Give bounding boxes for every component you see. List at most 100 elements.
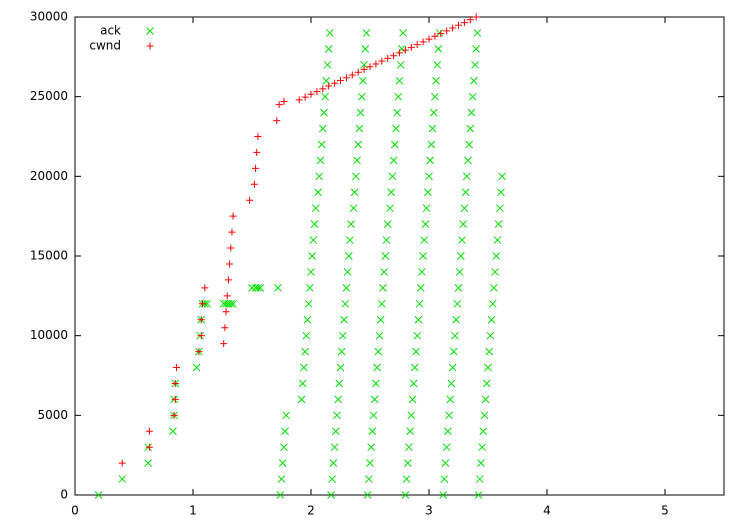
data-point (354, 140, 363, 149)
data-point (472, 45, 481, 53)
data-point (144, 459, 153, 467)
data-point (415, 299, 424, 308)
data-point (392, 124, 400, 133)
data-point (425, 172, 433, 181)
data-point (395, 76, 404, 85)
data-point (368, 427, 377, 436)
x-tick-label: 1 (189, 504, 197, 518)
x-tick-label: 2 (307, 504, 315, 518)
data-point (197, 332, 205, 340)
data-point (348, 71, 356, 79)
data-point (320, 108, 328, 117)
data-point (305, 284, 314, 292)
data-point (256, 284, 265, 292)
data-point (405, 443, 413, 452)
data-point (455, 21, 462, 29)
data-point (340, 315, 348, 324)
data-point (377, 299, 386, 308)
data-point (318, 124, 327, 133)
data-point (492, 252, 501, 260)
data-point (490, 284, 498, 292)
data-point (278, 459, 287, 467)
data-point (447, 379, 456, 388)
data-point (308, 252, 317, 260)
data-point (467, 108, 476, 117)
data-point (246, 196, 254, 204)
data-point (366, 459, 374, 467)
y-tick-label: 20000 (30, 169, 68, 183)
data-point (224, 276, 232, 284)
data-point (427, 140, 436, 149)
data-point (253, 148, 261, 156)
data-point (390, 140, 399, 149)
data-point (419, 38, 427, 46)
data-point (302, 331, 311, 340)
data-point (423, 188, 432, 197)
data-point (498, 172, 507, 181)
data-point (474, 491, 483, 499)
data-point (342, 74, 350, 82)
data-point (329, 459, 338, 467)
data-point (328, 475, 337, 483)
data-point (280, 97, 288, 105)
data-point (429, 108, 438, 117)
data-point (419, 252, 427, 260)
data-point (311, 204, 320, 213)
data-point (369, 411, 378, 420)
data-point (426, 156, 435, 165)
data-point (399, 29, 407, 37)
data-point (309, 236, 318, 244)
data-point (359, 76, 367, 85)
data-point (421, 220, 430, 228)
data-point (422, 204, 431, 213)
data-point (313, 88, 321, 96)
data-point (277, 475, 286, 483)
legend-marker (146, 42, 154, 50)
data-point (298, 379, 307, 388)
data-point (442, 443, 451, 452)
data-point (145, 427, 153, 435)
data-point (372, 60, 380, 68)
data-point (317, 140, 326, 149)
data-point (145, 443, 153, 451)
data-point (472, 13, 480, 21)
data-point (386, 204, 394, 213)
y-tick-label: 10000 (30, 328, 68, 342)
data-point (94, 491, 103, 499)
data-point (341, 299, 350, 308)
x-tick-label: 4 (543, 504, 551, 518)
data-point (376, 315, 385, 324)
data-point (331, 427, 340, 436)
data-point (334, 395, 342, 404)
data-point (409, 379, 418, 388)
data-point (378, 57, 386, 65)
data-point (407, 43, 415, 51)
data-point (418, 268, 426, 276)
data-point (390, 52, 398, 60)
y-tick-label: 15000 (30, 249, 68, 263)
data-point (468, 92, 477, 101)
data-point (469, 76, 478, 85)
x-tick-label: 3 (425, 504, 433, 518)
data-point (171, 395, 179, 403)
data-point (201, 284, 209, 292)
data-point (452, 315, 460, 324)
legend-label: ack (100, 24, 121, 38)
data-point (337, 77, 344, 85)
data-point (274, 284, 282, 292)
data-point (431, 92, 439, 101)
x-tick-label: 5 (661, 504, 669, 518)
data-point (229, 299, 237, 308)
data-point (481, 395, 490, 404)
data-point (324, 45, 333, 53)
data-point (192, 363, 201, 372)
data-point (425, 35, 433, 43)
data-point (457, 252, 465, 260)
data-point (407, 411, 416, 420)
data-point (326, 29, 334, 37)
data-point (370, 395, 379, 404)
data-point (273, 117, 281, 125)
data-point (337, 347, 346, 356)
data-point (118, 459, 126, 467)
